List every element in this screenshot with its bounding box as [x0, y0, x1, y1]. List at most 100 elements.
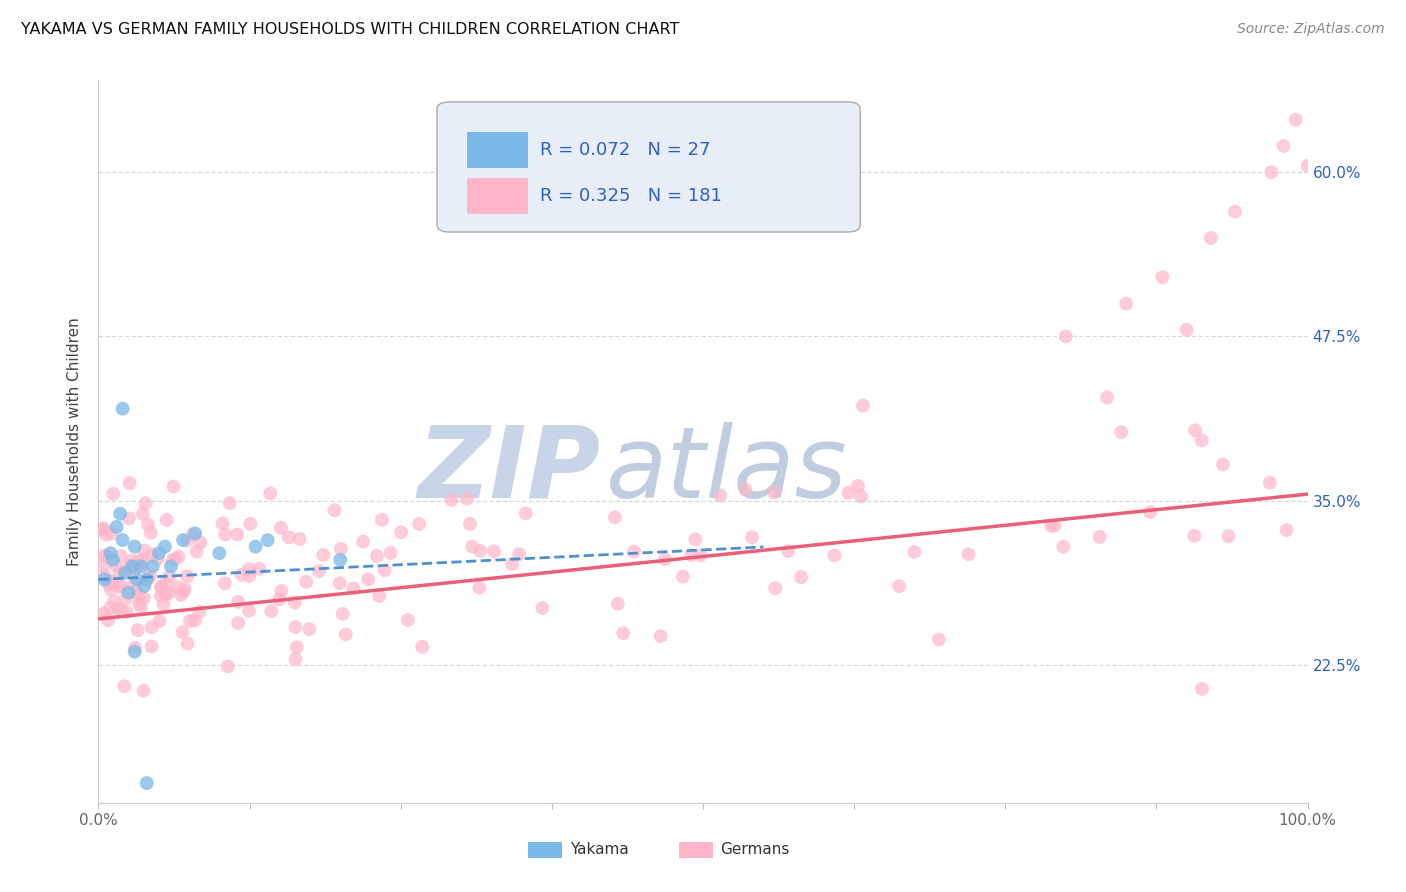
Point: [118, 476, 141, 491]
Point: [110, 603, 132, 617]
Point: [94, 549, 117, 564]
Bar: [679, 842, 713, 858]
Point: [612, 626, 634, 640]
Point: [111, 579, 134, 593]
Point: [131, 555, 153, 569]
Bar: [467, 132, 527, 168]
Point: [468, 543, 491, 558]
Point: [1115, 296, 1137, 310]
Point: [103, 487, 125, 501]
Point: [162, 479, 184, 493]
Point: [288, 532, 311, 546]
Point: [1040, 518, 1063, 533]
Point: [239, 516, 262, 531]
Point: [166, 580, 188, 594]
Point: [654, 552, 676, 566]
Point: [110, 549, 132, 563]
Point: [141, 620, 163, 634]
Point: [135, 573, 157, 587]
Point: [176, 569, 198, 583]
Text: ZIP: ZIP: [418, 422, 600, 519]
Point: [606, 597, 628, 611]
Point: [153, 540, 176, 554]
Point: [1054, 329, 1077, 343]
Point: [129, 600, 152, 615]
Point: [1152, 270, 1174, 285]
Point: [118, 585, 141, 599]
Bar: [467, 178, 527, 214]
Point: [308, 564, 330, 578]
Bar: [527, 842, 561, 858]
Point: [134, 543, 156, 558]
Point: [285, 640, 308, 655]
Point: [214, 527, 236, 541]
Point: [139, 567, 162, 582]
Point: [342, 582, 364, 596]
Point: [238, 569, 260, 583]
Point: [259, 486, 281, 500]
Point: [124, 640, 146, 655]
Point: [461, 540, 484, 554]
Point: [1223, 204, 1246, 219]
Text: R = 0.072   N = 27: R = 0.072 N = 27: [540, 141, 710, 159]
Point: [380, 546, 402, 560]
Point: [93, 521, 115, 535]
Point: [176, 636, 198, 650]
Point: [138, 571, 160, 585]
Point: [128, 597, 150, 611]
Point: [295, 574, 318, 589]
Point: [270, 583, 292, 598]
Point: [846, 479, 869, 493]
Point: [763, 581, 786, 595]
Point: [118, 511, 141, 525]
Point: [685, 533, 707, 547]
Point: [1272, 139, 1295, 153]
Point: [93, 549, 115, 563]
Text: YAKAMA VS GERMAN FAMILY HOUSEHOLDS WITH CHILDREN CORRELATION CHART: YAKAMA VS GERMAN FAMILY HOUSEHOLDS WITH …: [21, 22, 679, 37]
Point: [128, 589, 150, 603]
Point: [148, 546, 170, 560]
Point: [172, 585, 194, 599]
Point: [105, 559, 128, 574]
Point: [186, 545, 208, 559]
Point: [146, 552, 169, 566]
Point: [260, 604, 283, 618]
Point: [1296, 159, 1319, 173]
Point: [149, 614, 172, 628]
Point: [411, 640, 433, 654]
Point: [1258, 475, 1281, 490]
Point: [270, 521, 292, 535]
Point: [211, 516, 233, 531]
Point: [181, 527, 204, 541]
Point: [226, 595, 249, 609]
Point: [155, 588, 177, 602]
Point: [125, 561, 148, 575]
Point: [852, 399, 875, 413]
Point: [142, 559, 165, 574]
Point: [111, 401, 134, 416]
Point: [226, 527, 249, 541]
Point: [121, 553, 143, 567]
Point: [1109, 425, 1132, 439]
Point: [134, 591, 156, 606]
Point: [179, 614, 201, 628]
Point: [1175, 323, 1198, 337]
Point: [1191, 434, 1213, 448]
Point: [709, 488, 731, 502]
Point: [141, 640, 163, 654]
Point: [284, 595, 307, 609]
Point: [91, 559, 114, 574]
Point: [115, 605, 138, 619]
Point: [160, 559, 183, 574]
Point: [284, 652, 307, 666]
Point: [603, 510, 626, 524]
Point: [269, 592, 291, 607]
Text: atlas: atlas: [606, 422, 848, 519]
Point: [97, 613, 120, 627]
Point: [456, 491, 478, 506]
Point: [165, 552, 187, 566]
Point: [173, 582, 195, 597]
Point: [114, 566, 136, 580]
Point: [218, 496, 240, 510]
Point: [366, 549, 388, 563]
